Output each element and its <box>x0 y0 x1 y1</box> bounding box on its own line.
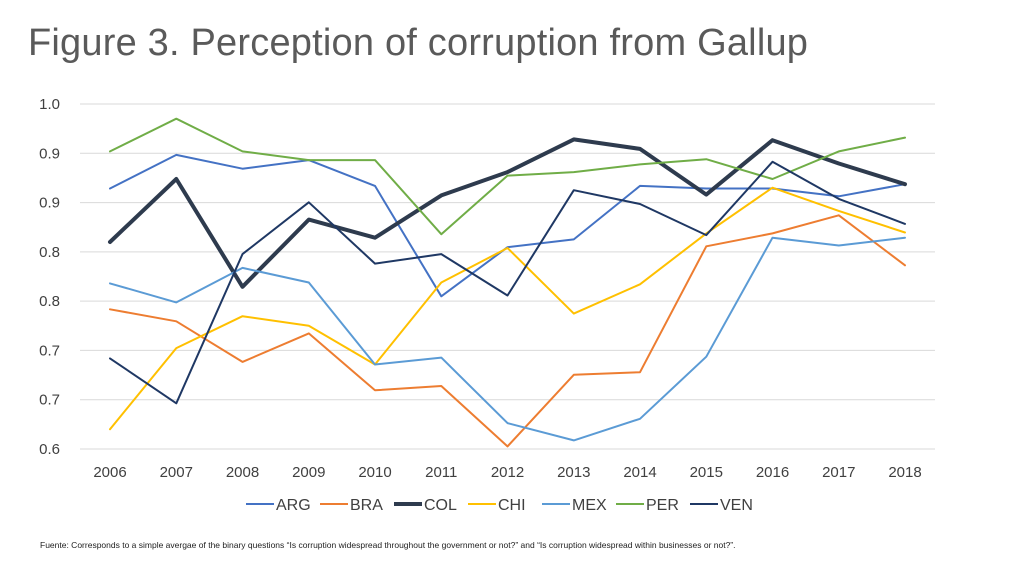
x-tick-label: 2009 <box>292 464 325 481</box>
series-line-col <box>108 137 907 289</box>
legend-label-bra: BRA <box>350 497 383 514</box>
x-tick-label: 2010 <box>358 464 391 481</box>
y-tick-label: 0.7 <box>39 392 60 409</box>
series-line-chi <box>109 186 906 431</box>
x-tick-label: 2008 <box>226 464 259 481</box>
legend-label-mex: MEX <box>572 497 607 514</box>
x-tick-label: 2007 <box>160 464 193 481</box>
x-tick-label: 2016 <box>756 464 789 481</box>
legend-label-chi: CHI <box>498 497 526 514</box>
page-title: Figure 3. Perception of corruption from … <box>28 22 809 64</box>
y-tick-label: 0.8 <box>39 293 60 310</box>
footnote: Fuente: Corresponds to a simple avergae … <box>40 540 736 550</box>
x-tick-label: 2014 <box>623 464 656 481</box>
series-line-per <box>109 117 906 236</box>
line-chart: 1.00.90.90.80.80.70.70.6 2006 2007 2008 200… <box>39 96 935 514</box>
y-axis-tick-labels: 1.0 0.9 0.9 0.8 0.8 0.7 0.7 0.6 <box>39 96 60 458</box>
legend-label-per: PER <box>646 497 679 514</box>
series-line-mex <box>109 236 906 442</box>
legend-label-ven: VEN <box>720 497 753 514</box>
x-tick-label: 2012 <box>491 464 524 481</box>
x-tick-label: 2017 <box>822 464 855 481</box>
x-tick-label: 2011 <box>425 464 457 481</box>
x-axis-tick-labels: 2006 2007 2008 2009 2010 2011 2012 2013 2014 2015… <box>93 464 921 481</box>
legend-label-col: COL <box>424 497 457 514</box>
x-tick-label: 2018 <box>888 464 921 481</box>
y-tick-label: 0.9 <box>39 145 60 162</box>
y-tick-label: 0.7 <box>39 342 60 359</box>
x-tick-label: 2013 <box>557 464 590 481</box>
series-line-bra <box>109 214 906 448</box>
legend: ARG BRA COL CHI MEX PER VEN <box>246 497 753 514</box>
gridlines <box>80 103 935 450</box>
y-tick-label: 1.0 <box>39 96 60 113</box>
y-tick-label: 0.6 <box>39 441 60 458</box>
series-lines <box>108 117 907 448</box>
y-tick-label: 0.9 <box>39 195 60 212</box>
x-tick-label: 2015 <box>690 464 723 481</box>
y-tick-label: 0.8 <box>39 244 60 261</box>
series-line-ven <box>109 160 906 405</box>
legend-label-arg: ARG <box>276 497 311 514</box>
x-tick-label: 2006 <box>93 464 126 481</box>
